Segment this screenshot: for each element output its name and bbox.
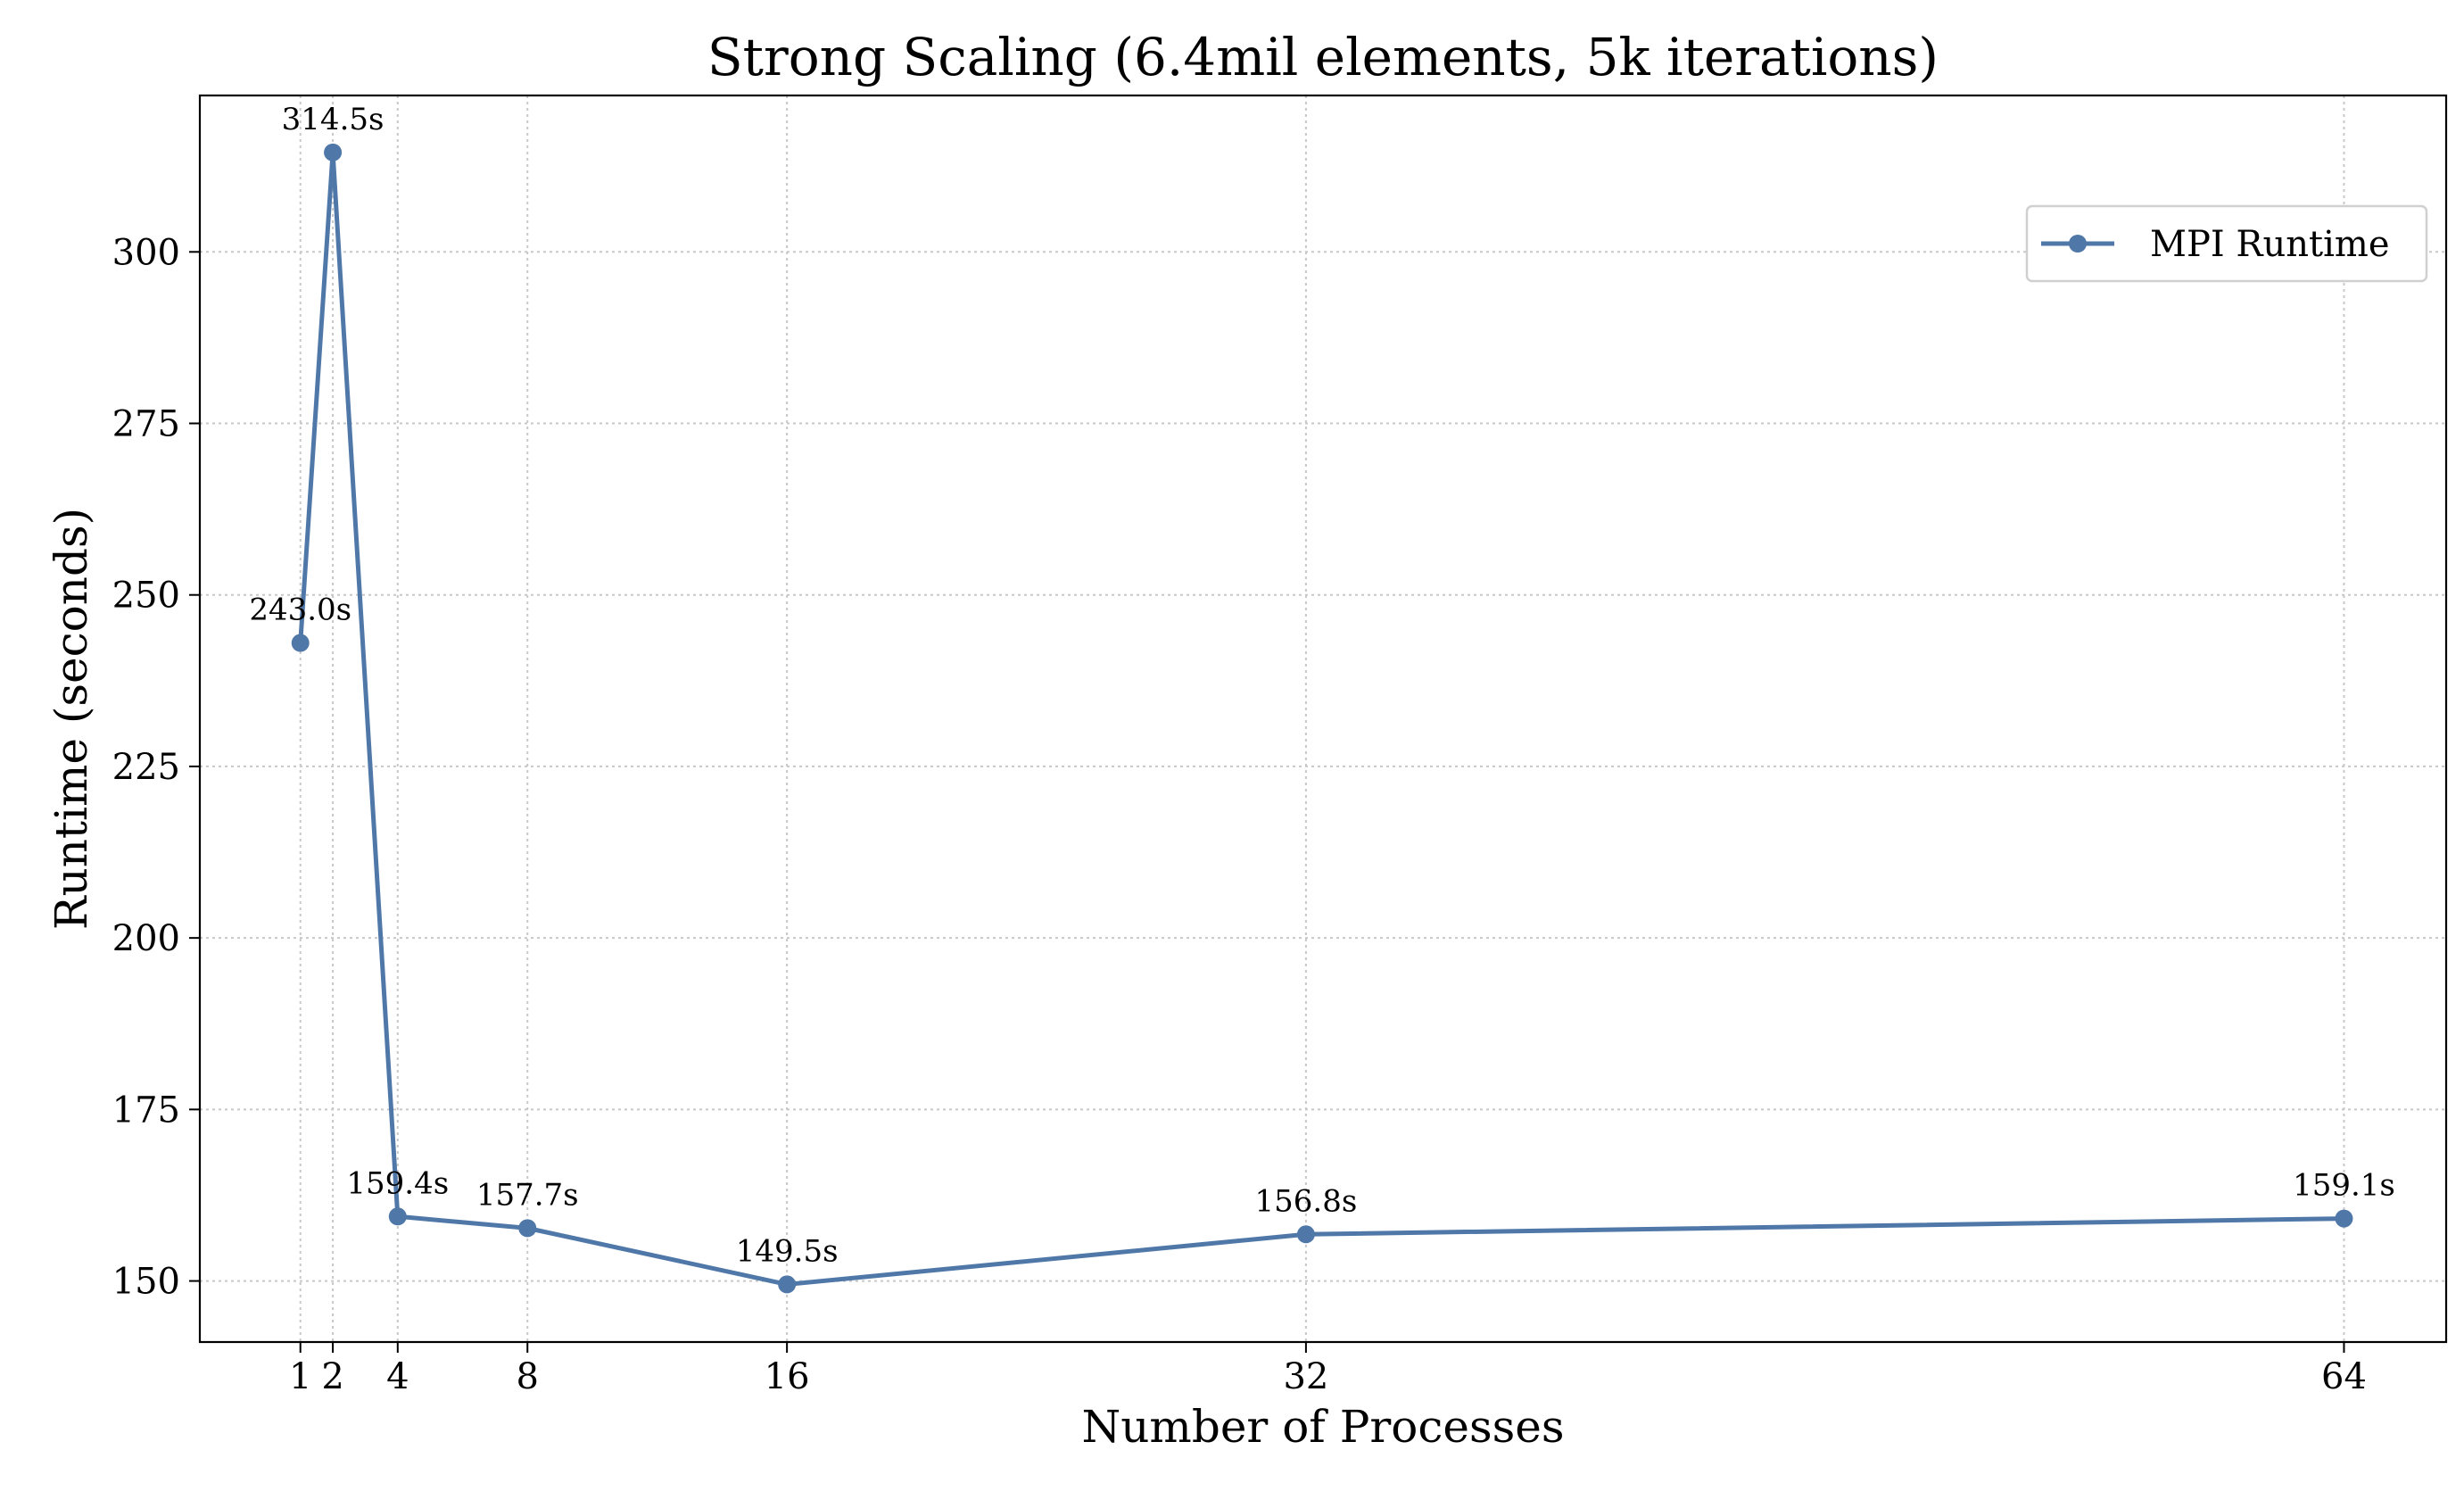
y-tick-label: 275 <box>112 404 180 445</box>
x-tick-label: 32 <box>1283 1356 1328 1397</box>
y-tick-label: 250 <box>112 576 180 617</box>
data-point <box>2335 1209 2353 1228</box>
data-point <box>324 143 343 162</box>
x-tick-label: 2 <box>321 1356 343 1397</box>
y-tick-label: 300 <box>112 232 180 273</box>
data-label: 157.7s <box>476 1177 579 1213</box>
data-point <box>778 1275 797 1294</box>
data-point <box>518 1219 537 1238</box>
x-tick-label: 64 <box>2321 1356 2367 1397</box>
y-tick-label: 150 <box>112 1262 180 1303</box>
x-tick-label: 4 <box>386 1356 409 1397</box>
data-label: 149.5s <box>736 1233 839 1269</box>
y-axis-label: Runtime (seconds) <box>45 508 97 930</box>
x-tick-label: 8 <box>517 1356 539 1397</box>
data-label: 159.1s <box>2293 1168 2395 1204</box>
legend-marker-swatch <box>2069 235 2087 253</box>
series-layer: 243.0s 314.5s 159.4s 157.7s 149.5s 156.8s 159.… <box>249 102 2395 1294</box>
data-point <box>291 634 310 652</box>
data-label: 314.5s <box>282 102 384 137</box>
legend-label: MPI Runtime <box>2150 224 2390 265</box>
y-tick-label: 175 <box>112 1090 180 1131</box>
y-tick-label: 225 <box>112 747 180 788</box>
data-label: 159.4s <box>346 1165 449 1201</box>
x-tick-label: 1 <box>289 1356 311 1397</box>
legend-box <box>2025 204 2428 283</box>
x-axis-label: Number of Processes <box>1081 1401 1564 1453</box>
y-tick-label: 200 <box>112 918 180 959</box>
plot-frame <box>198 94 2448 1344</box>
x-tick-label: 16 <box>765 1356 810 1397</box>
data-label: 243.0s <box>249 592 351 628</box>
grid <box>200 95 2446 1342</box>
axis-ticks: 1 2 4 8 16 32 64 150 175 200 225 250 275 300 <box>112 232 2367 1397</box>
legend: MPI Runtime <box>2025 204 2428 283</box>
data-label: 156.8s <box>1255 1183 1358 1219</box>
chart-title: Strong Scaling (6.4mil elements, 5k iter… <box>707 27 1939 87</box>
data-point <box>1296 1225 1315 1244</box>
data-point <box>388 1207 407 1226</box>
